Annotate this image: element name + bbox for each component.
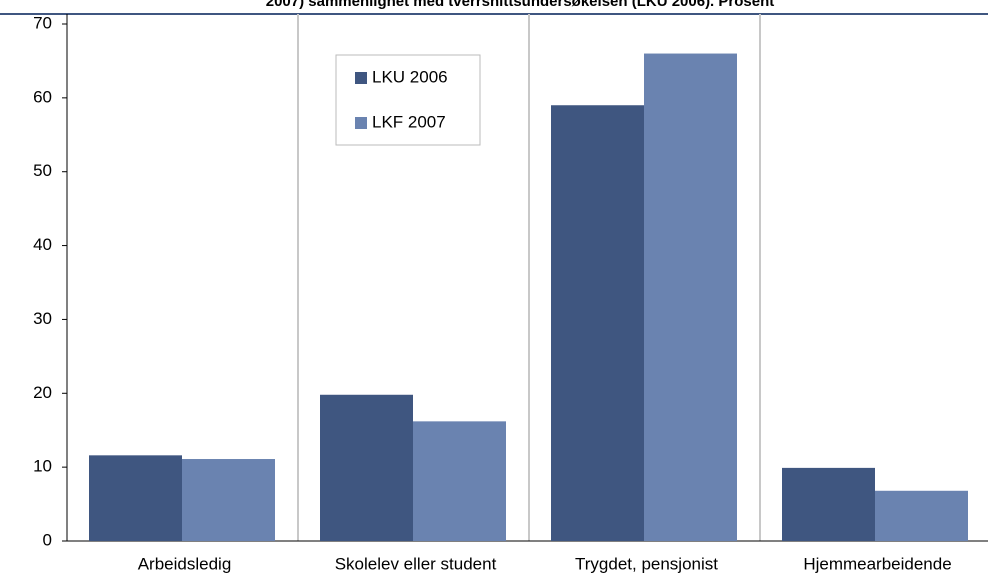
bar [644, 53, 737, 542]
y-tick-label: 70 [33, 13, 52, 32]
legend-swatch [355, 117, 367, 129]
bar [320, 394, 413, 541]
legend-label: LKU 2006 [372, 67, 448, 86]
chart-title: 2007) sammenlignet med tverrsnittsunders… [266, 0, 775, 10]
bar [89, 455, 182, 541]
bar [782, 467, 875, 541]
bar [551, 105, 644, 541]
x-tick-label: Trygdet, pensjonist [575, 554, 718, 573]
x-tick-label: Skolelev eller student [335, 554, 497, 573]
y-tick-label: 40 [33, 235, 52, 254]
legend-swatch [355, 72, 367, 84]
x-tick-label: Hjemmearbeidende [803, 554, 951, 573]
y-tick-label: 50 [33, 161, 52, 180]
x-tick-label: Arbeidsledig [138, 554, 232, 573]
bar [413, 421, 506, 541]
y-tick-label: 20 [33, 383, 52, 402]
y-tick-label: 10 [33, 457, 52, 476]
legend-box [335, 54, 481, 146]
y-tick-label: 30 [33, 309, 52, 328]
y-tick-label: 60 [33, 87, 52, 106]
legend-label: LKF 2007 [372, 112, 446, 131]
y-tick-label: 0 [43, 530, 52, 549]
bar [182, 459, 275, 541]
bar [875, 490, 968, 541]
